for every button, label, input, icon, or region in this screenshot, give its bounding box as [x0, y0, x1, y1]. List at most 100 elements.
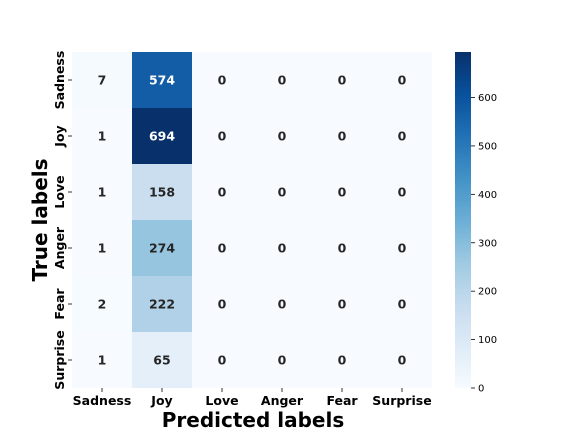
heatmap-cell [72, 220, 132, 276]
heatmap-cell [132, 332, 192, 388]
cell-value-label: 0 [218, 185, 227, 200]
colorbar-gradient [455, 52, 471, 388]
cell-value-label: 274 [149, 241, 175, 256]
cell-value-label: 0 [218, 297, 227, 312]
heatmap-cell [72, 332, 132, 388]
cell-value-label: 1 [98, 353, 107, 368]
y-tick-label: Anger [52, 226, 67, 269]
cell-value-labels: 7 574 0 0 0 01 694 0 0 0 01 158 0 0 0 01 274 0 0 0 02 222 0 0 0 0… [98, 73, 407, 368]
x-tick-label: Sadness [73, 393, 132, 408]
cell-value-label: 0 [398, 185, 407, 200]
cell-value-label: 0 [338, 185, 347, 200]
heatmap-cell [132, 164, 192, 220]
y-tick-label: Love [52, 175, 67, 208]
heatmap-cell [312, 220, 372, 276]
cell-value-label: 65 [153, 353, 170, 368]
x-tick-label: Love [205, 393, 238, 408]
heatmap-cell [312, 332, 372, 388]
cell-value-label: 0 [338, 129, 347, 144]
cell-value-label: 0 [338, 241, 347, 256]
cell-value-label: 0 [398, 353, 407, 368]
heatmap-cell [252, 52, 312, 108]
cell-value-label: 1 [98, 185, 107, 200]
heatmap-cell [252, 108, 312, 164]
cell-value-label: 158 [149, 185, 175, 200]
heatmap-cell [312, 52, 372, 108]
heatmap-cell [192, 164, 252, 220]
heatmap-cell [252, 164, 312, 220]
x-tick-label: Anger [261, 393, 304, 408]
x-axis-label: Predicted labels [162, 408, 345, 432]
cell-value-label: 0 [338, 297, 347, 312]
cell-value-label: 694 [149, 129, 175, 144]
heatmap-cell [372, 276, 432, 332]
cell-value-label: 0 [218, 73, 227, 88]
cell-value-label: 1 [98, 241, 107, 256]
cell-value-label: 0 [278, 353, 287, 368]
x-tick-label: Fear [326, 393, 358, 408]
heatmap-cell [372, 108, 432, 164]
cell-value-label: 0 [278, 185, 287, 200]
cell-value-label: 0 [278, 129, 287, 144]
heatmap-cell [372, 52, 432, 108]
colorbar-tick-label: 500 [478, 141, 497, 152]
heatmap-cell [372, 164, 432, 220]
cell-value-label: 0 [278, 73, 287, 88]
heatmap-cell [72, 164, 132, 220]
heatmap-cell [192, 108, 252, 164]
heatmap-cell [372, 220, 432, 276]
heatmap-cell [72, 108, 132, 164]
cell-value-label: 0 [398, 129, 407, 144]
cell-value-label: 0 [398, 297, 407, 312]
y-axis-label: True labels [28, 158, 52, 281]
cell-value-label: 574 [149, 73, 175, 88]
x-axis-ticks: Sadness Joy Love Anger Fear Surprise [73, 388, 432, 408]
cell-value-label: 0 [278, 297, 287, 312]
colorbar-tick-label: 200 [478, 287, 497, 298]
cell-value-label: 1 [98, 129, 107, 144]
colorbar-tick-label: 300 [478, 238, 497, 249]
cell-value-label: 7 [98, 73, 107, 88]
cell-value-label: 0 [218, 129, 227, 144]
y-tick-label: Surprise [52, 330, 67, 389]
heatmap-cell [252, 332, 312, 388]
heatmap-cell [72, 52, 132, 108]
heatmap-cell [132, 108, 192, 164]
heatmap-cell [312, 164, 372, 220]
cell-value-label: 0 [218, 353, 227, 368]
x-tick-label: Surprise [372, 393, 431, 408]
cell-value-label: 0 [398, 241, 407, 256]
x-tick-label: Joy [150, 393, 172, 408]
heatmap-cell [252, 220, 312, 276]
heatmap-cell [192, 276, 252, 332]
colorbar-tick-label: 100 [478, 335, 497, 346]
colorbar-tick-label: 400 [478, 190, 497, 201]
cell-value-label: 0 [278, 241, 287, 256]
heatmap-cell [72, 276, 132, 332]
heatmap-cell [312, 276, 372, 332]
y-tick-label: Fear [52, 288, 67, 320]
colorbar [455, 52, 471, 388]
cell-value-label: 0 [338, 353, 347, 368]
heatmap-cell [132, 276, 192, 332]
cell-value-label: 0 [398, 73, 407, 88]
colorbar-ticks: 0 100 200 300 400 500 600 [471, 93, 497, 395]
heatmap-cell [192, 52, 252, 108]
colorbar-tick-label: 0 [478, 384, 484, 395]
cell-value-label: 222 [149, 297, 175, 312]
cell-value-label: 2 [98, 297, 107, 312]
heatmap-cell [312, 108, 372, 164]
heatmap-cell [372, 332, 432, 388]
y-tick-label: Sadness [52, 51, 67, 110]
colorbar-tick-label: 600 [478, 93, 497, 104]
y-axis-ticks: Sadness Joy Love Anger Fear Surprise [52, 51, 72, 390]
y-tick-label: Joy [52, 125, 67, 147]
heatmap-cell [192, 332, 252, 388]
heatmap-cell [192, 220, 252, 276]
heatmap-cell [132, 220, 192, 276]
cell-value-label: 0 [218, 241, 227, 256]
heatmap-cell [132, 52, 192, 108]
cell-value-label: 0 [338, 73, 347, 88]
heatmap-cells [72, 52, 432, 388]
